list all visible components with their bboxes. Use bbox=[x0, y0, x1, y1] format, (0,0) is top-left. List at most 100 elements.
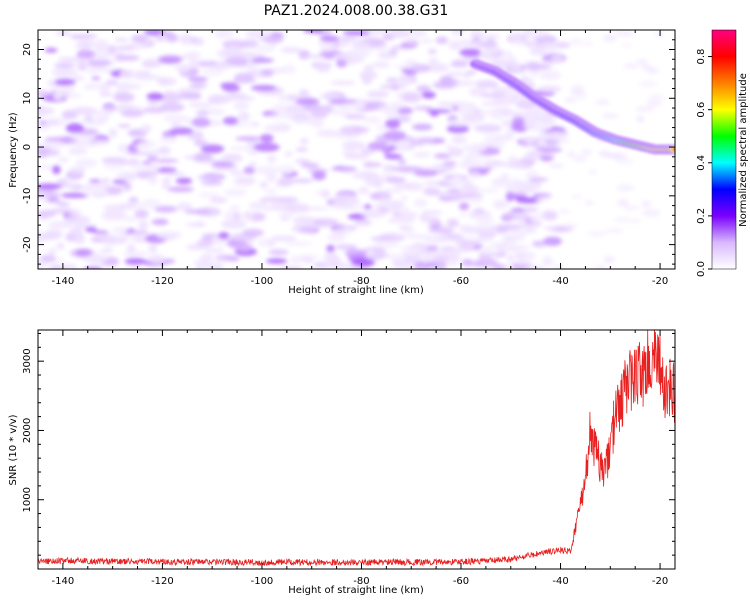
spectrogram-noise-cell bbox=[430, 111, 439, 117]
spectrogram-noise-cell bbox=[475, 79, 499, 89]
spectrogram-noise-cell bbox=[189, 67, 200, 75]
spectrogram-noise-cell bbox=[196, 239, 212, 249]
colorbar-frame bbox=[711, 29, 737, 270]
snr-xtick-label: -140 bbox=[52, 576, 75, 587]
spectrogram-noise-cell bbox=[397, 158, 406, 166]
spectrogram-noise-cell bbox=[446, 218, 459, 228]
spectrogram-noise-cell bbox=[93, 45, 112, 51]
spectrogram-noise-cell bbox=[221, 153, 244, 164]
snr-series-line bbox=[38, 330, 675, 567]
spectrogram-noise-cell bbox=[580, 149, 593, 156]
spectrogram-noise-cell bbox=[48, 265, 65, 269]
spectrogram-noise-cell bbox=[331, 227, 352, 237]
snr-xtick-label: -100 bbox=[251, 576, 274, 587]
figure-title: PAZ1.2024.008.00.38.G31 bbox=[264, 3, 449, 19]
spectrogram-noise-cell bbox=[62, 93, 82, 98]
spectrogram-frame bbox=[37, 29, 676, 270]
spectrogram-noise-cell bbox=[377, 106, 397, 114]
spectrogram-noise-cell bbox=[613, 30, 623, 35]
spectrogram-noise-cell bbox=[303, 30, 324, 34]
spectrogram-noise-cell bbox=[233, 102, 250, 111]
spectrogram-noise-cell bbox=[445, 178, 465, 185]
spectrogram-noise-cell bbox=[260, 69, 274, 77]
spectrogram-noise-cell bbox=[528, 37, 537, 45]
spectrogram-noise-cell bbox=[395, 139, 412, 150]
spectrogram-noise-cell bbox=[595, 265, 607, 269]
spectrogram-noise-cell bbox=[158, 136, 178, 144]
spectrogram-noise-cell bbox=[540, 41, 560, 48]
spectrogram-noise-cell bbox=[77, 38, 95, 49]
spectrogram-noise-cell bbox=[211, 161, 235, 167]
snr-ytick-label: 2000 bbox=[22, 418, 33, 443]
spectrogram-noise-cell bbox=[184, 209, 212, 215]
spectrogram-noise-cell bbox=[146, 163, 160, 173]
spectrogram-noise-cell bbox=[153, 205, 178, 213]
spectrogram-noise-cell bbox=[47, 220, 73, 229]
spectrogram-noise-cell bbox=[507, 155, 518, 164]
spectrogram-noise-cell bbox=[502, 246, 512, 252]
spectrogram-noise-cell bbox=[508, 32, 529, 40]
spectrogram-ytick-label: 20 bbox=[22, 43, 33, 56]
spectrogram-noise-cell bbox=[477, 109, 487, 115]
spectrogram-noise-cell bbox=[189, 82, 208, 89]
spectrogram-noise-cell bbox=[404, 59, 418, 66]
spectrogram-noise-cell bbox=[101, 156, 128, 164]
spectrogram-noise-cell bbox=[473, 207, 485, 214]
spectrogram-noise-cell bbox=[44, 229, 63, 240]
spectrogram-noise-cell bbox=[182, 52, 198, 61]
spectrogram-noise-cell bbox=[428, 216, 440, 226]
spectrogram-noise-cell bbox=[461, 258, 474, 267]
spectrogram-noise-cell bbox=[393, 183, 413, 189]
spectrogram-noise-cell bbox=[480, 92, 505, 98]
spectrogram-noise-cell bbox=[535, 120, 546, 130]
spectrogram-noise-cell bbox=[617, 199, 629, 207]
spectrogram-noise-cell bbox=[524, 151, 535, 159]
spectrogram-noise-cell bbox=[56, 242, 65, 250]
spectrogram-noise-cell bbox=[364, 176, 385, 187]
spectrogram-noise-cell bbox=[75, 248, 92, 257]
spectrogram-noise-cell bbox=[234, 177, 257, 182]
spectrogram-noise-cell bbox=[500, 173, 510, 181]
spectrogram-noise-cell bbox=[416, 84, 431, 93]
spectrogram-noise-cell bbox=[475, 187, 500, 193]
spectrogram-noise-cell bbox=[386, 77, 397, 84]
spectrogram-noise-cell bbox=[200, 144, 225, 154]
spectrogram-noise-cell bbox=[399, 195, 409, 201]
spectrogram-noise-cell bbox=[421, 210, 443, 215]
spectrogram-noise-cell bbox=[542, 256, 554, 267]
spectrogram-noise-cell bbox=[510, 230, 527, 239]
spectrogram-noise-cell bbox=[439, 75, 454, 86]
spectrogram-noise-cell bbox=[363, 204, 372, 210]
spectrogram-noise-cell bbox=[276, 196, 299, 203]
spectrogram-noise-cell bbox=[379, 199, 391, 207]
spectrogram-noise-cell bbox=[628, 218, 641, 224]
spectrogram-noise-cell bbox=[539, 131, 548, 139]
spectrogram-noise-cell bbox=[437, 101, 451, 108]
spectrogram-ytick-label: -20 bbox=[22, 236, 33, 252]
spectrogram-noise-cell bbox=[204, 248, 225, 253]
spectrogram-xtick-label: -140 bbox=[52, 276, 75, 287]
spectrogram-noise-cell bbox=[222, 83, 241, 93]
snr-frame bbox=[37, 329, 676, 570]
colorbar-ticks: 0.0 0.2 0.4 0.6 0.8 bbox=[696, 29, 737, 277]
spectrogram-noise-cell bbox=[394, 207, 411, 212]
colorbar-tick-label: 0.8 bbox=[696, 49, 707, 65]
spectrogram-noise-cell bbox=[353, 219, 372, 226]
spectrogram-noise-cell bbox=[459, 48, 482, 57]
spectrogram-noise-cell bbox=[156, 77, 177, 86]
spectrogram-noise-cell bbox=[102, 106, 117, 112]
spectrogram-noise-cell bbox=[133, 201, 147, 209]
spectrogram-noise-cell bbox=[65, 122, 85, 133]
spectrogram-noise-cell bbox=[88, 179, 102, 184]
spectrogram-noise-cell bbox=[248, 201, 268, 211]
spectrogram-noise-cell bbox=[83, 82, 101, 91]
spectrogram-noise-cell bbox=[347, 248, 360, 254]
spectrogram-noise-cell bbox=[267, 240, 276, 247]
spectrogram-noise-cell bbox=[206, 107, 225, 116]
spectrogram-ytick-label: 0 bbox=[22, 144, 33, 150]
spectrogram-noise-cell bbox=[44, 47, 58, 53]
spectrogram-noise-cell bbox=[374, 238, 399, 249]
spectrogram-noise-cell bbox=[153, 167, 177, 173]
spectrogram-noise-cell bbox=[115, 45, 135, 52]
spectrogram-noise-cell bbox=[342, 30, 371, 36]
